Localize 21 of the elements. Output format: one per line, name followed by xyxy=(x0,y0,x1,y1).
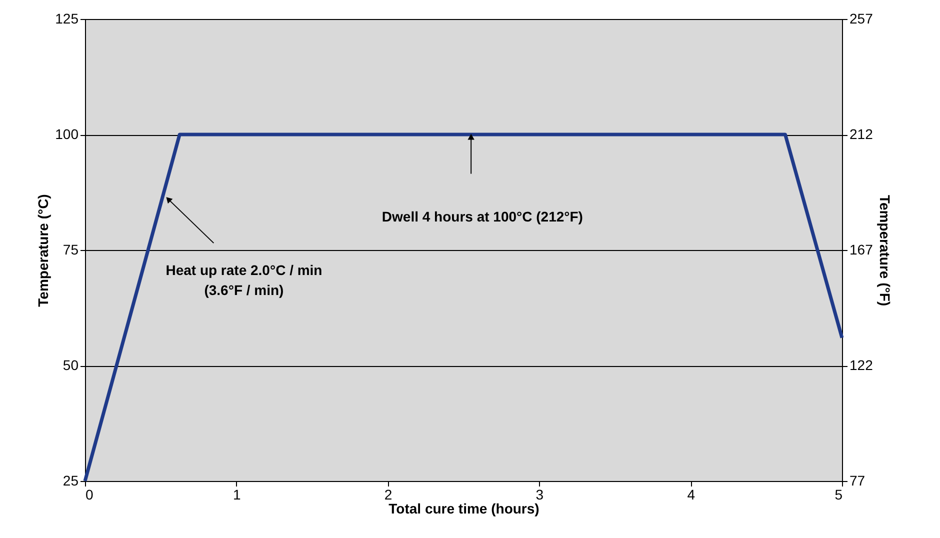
x-axis-title: Total cure time (hours) xyxy=(388,500,540,516)
annotation: Dwell 4 hours at 100°C (212°F) xyxy=(382,208,583,225)
annotation: Heat up rate 2.0°C / min (3.6°F / min) xyxy=(166,262,322,298)
y-tick-label: 50 xyxy=(62,357,79,373)
x-tick-label: 2 xyxy=(384,486,392,502)
x-tick-label: 4 xyxy=(687,486,696,502)
x-tick-label: 1 xyxy=(233,486,241,502)
x-tick-label: 0 xyxy=(86,486,94,502)
x-tick-label: 3 xyxy=(536,486,544,502)
y2-tick-label: 77 xyxy=(850,472,866,488)
y-tick-label: 75 xyxy=(62,242,79,258)
y-tick-label: 125 xyxy=(55,10,79,26)
y-tick-label: 25 xyxy=(62,472,79,488)
y2-tick-label: 257 xyxy=(850,10,874,26)
y-tick-label: 100 xyxy=(55,126,79,142)
y2-tick-label: 167 xyxy=(850,242,874,258)
y2-axis-title: Temperature (°F) xyxy=(876,194,893,306)
y2-tick-label: 122 xyxy=(850,357,874,373)
y2-tick-label: 212 xyxy=(850,126,874,142)
y-axis-title: Temperature (°C) xyxy=(35,194,52,307)
x-tick-label: 5 xyxy=(834,486,843,502)
